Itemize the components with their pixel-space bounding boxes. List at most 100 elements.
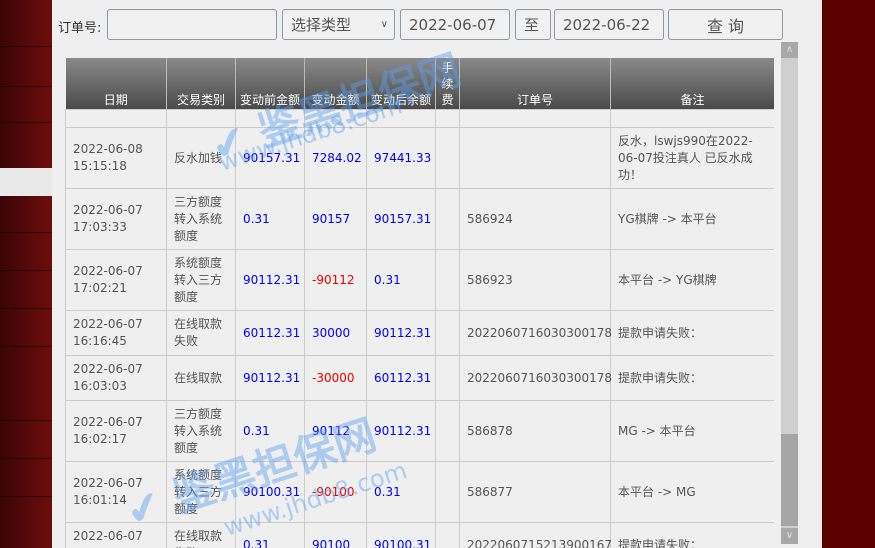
type-cell: 系统额度转入三方额度 <box>166 249 236 311</box>
order-cell: 586923 <box>459 249 611 311</box>
date-cell: 2022-06-07 16:01:14 <box>65 461 167 523</box>
time-text: 15:15:18 <box>73 159 127 173</box>
type-cell: 在线取款 <box>166 355 236 401</box>
type-cell: 三方额度转入系统额度 <box>166 188 236 250</box>
amount-cell: 90100 <box>304 522 367 548</box>
date-cell: 2022-06-07 15:37:06 <box>65 522 167 548</box>
order-input[interactable] <box>107 9 277 40</box>
before-cell: 0.31 <box>235 522 305 548</box>
order-cell: 2022060716030300178 <box>459 310 612 356</box>
date-text: 2022-06-07 <box>73 203 143 217</box>
type-cell: 系统额度转入三方额度 <box>166 461 236 523</box>
order-cell: 2022060715213900167 <box>459 522 612 548</box>
time-text: 15:37:06 <box>73 545 159 548</box>
date-cell: 2022-06-07 16:02:17 <box>65 400 167 462</box>
date-cell: 2022-06-07 16:16:45 <box>65 310 167 356</box>
after-cell: 97441.33 <box>366 127 436 189</box>
left-sidebar <box>0 0 52 548</box>
order-cell <box>459 127 611 189</box>
order-label: 订单号: <box>58 21 102 36</box>
query-button[interactable]: 查 询 <box>668 9 783 40</box>
amount-cell: 30000 <box>304 310 367 356</box>
fee-cell <box>435 522 460 548</box>
before-cell: 90112.31 <box>235 249 305 311</box>
type-cell: 反水加钱 <box>166 127 236 189</box>
fee-cell <box>435 310 460 356</box>
transaction-table: 日期 交易类别 变动前金额 变动金额 变动后余额 手续费 订单号 备注 2022-06-08 1… <box>65 58 774 548</box>
note-cell: YG棋牌 -> 本平台 <box>610 188 774 250</box>
time-text: 16:02:17 <box>73 432 127 446</box>
column-header: 变动后余额 <box>366 58 436 110</box>
before-cell: 90112.31 <box>235 355 305 401</box>
note-cell: 本平台 -> MG <box>610 461 774 523</box>
after-cell: 90112.31 <box>366 310 436 356</box>
type-cell: 三方额度转入系统额度 <box>166 400 236 462</box>
scroll-down-icon[interactable]: ∨ <box>781 528 798 544</box>
before-cell: 90100.31 <box>235 461 305 523</box>
date-text: 2022-06-07 <box>73 264 143 278</box>
column-header: 手续费 <box>435 58 460 110</box>
date-from-input[interactable]: 2022-06-07 <box>400 9 510 40</box>
amount-cell: 7284.02 <box>304 127 367 189</box>
column-header: 日期 <box>65 58 167 110</box>
type-select[interactable]: 选择类型 ∨ <box>282 9 395 40</box>
fee-cell <box>435 400 460 462</box>
column-header: 备注 <box>610 58 774 110</box>
date-text: 2022-06-08 <box>73 142 143 156</box>
note-cell: 提款申请失败： <box>610 310 774 356</box>
type-cell: 在线取款失败 <box>166 522 236 548</box>
date-text: 2022-06-07 <box>73 317 143 331</box>
date-text: 2022-06-07 <box>73 476 143 490</box>
table-row: 2022-06-07 16:16:45 在线取款失败 60112.31 30000 901… <box>65 310 774 356</box>
time-text: 16:03:03 <box>73 379 127 393</box>
date-cell: 2022-06-07 17:03:33 <box>65 188 167 250</box>
scrollbar[interactable]: ∧ ∨ <box>781 42 798 544</box>
to-label: 至 <box>515 9 551 40</box>
sidebar-active-tab[interactable] <box>0 168 52 196</box>
type-cell: 在线取款失败 <box>166 310 236 356</box>
fee-cell <box>435 127 460 189</box>
date-cell: 2022-06-07 16:03:03 <box>65 355 167 401</box>
scrollbar-thumb[interactable] <box>781 434 798 526</box>
column-header: 变动金额 <box>304 58 367 110</box>
after-cell: 90112.31 <box>366 400 436 462</box>
order-cell: 586877 <box>459 461 611 523</box>
note-cell: MG -> 本平台 <box>610 400 774 462</box>
amount-cell: 90112 <box>304 400 367 462</box>
order-cell: 2022060716030300178 <box>459 355 612 401</box>
fee-cell <box>435 355 460 401</box>
order-cell: 586878 <box>459 400 611 462</box>
date-to-input[interactable]: 2022-06-22 <box>554 9 664 40</box>
column-header: 变动前金额 <box>235 58 305 110</box>
fee-cell <box>435 249 460 311</box>
fee-cell <box>435 188 460 250</box>
before-cell: 60112.31 <box>235 310 305 356</box>
note-cell: 提款申请失败： <box>610 355 774 401</box>
table-row: 2022-06-08 15:15:18 反水加钱 90157.31 7284.02 974… <box>65 127 774 189</box>
table-row: 2022-06-07 17:03:33 三方额度转入系统额度 0.31 90157 901… <box>65 188 774 250</box>
date-cell: 2022-06-08 15:15:18 <box>65 127 167 189</box>
table-row: 2022-06-07 16:02:17 三方额度转入系统额度 0.31 90112 901… <box>65 400 774 462</box>
after-cell: 0.31 <box>366 249 436 311</box>
amount-cell: -90112 <box>304 249 367 311</box>
date-text: 2022-06-07 <box>73 529 143 543</box>
date-text: 2022-06-07 <box>73 362 143 376</box>
before-cell: 90157.31 <box>235 127 305 189</box>
note-cell: 本平台 -> YG棋牌 <box>610 249 774 311</box>
note-cell: 提款申请失败： <box>610 522 774 548</box>
order-cell: 586924 <box>459 188 611 250</box>
fee-cell <box>435 461 460 523</box>
after-cell: 60112.31 <box>366 355 436 401</box>
table-row: 2022-06-07 17:02:21 系统额度转入三方额度 90112.31 -901… <box>65 249 774 311</box>
before-cell: 0.31 <box>235 400 305 462</box>
table-row: 2022-06-07 16:01:14 系统额度转入三方额度 90100.31 -901… <box>65 461 774 523</box>
date-cell: 2022-06-07 17:02:21 <box>65 249 167 311</box>
date-text: 2022-06-07 <box>73 415 143 429</box>
scroll-up-icon[interactable]: ∧ <box>781 42 798 58</box>
time-text: 16:01:14 <box>73 493 127 507</box>
type-select-value: 选择类型 <box>291 16 352 34</box>
right-border <box>822 0 875 548</box>
after-cell: 90100.31 <box>366 522 436 548</box>
amount-cell: -90100 <box>304 461 367 523</box>
time-text: 16:16:45 <box>73 334 127 348</box>
